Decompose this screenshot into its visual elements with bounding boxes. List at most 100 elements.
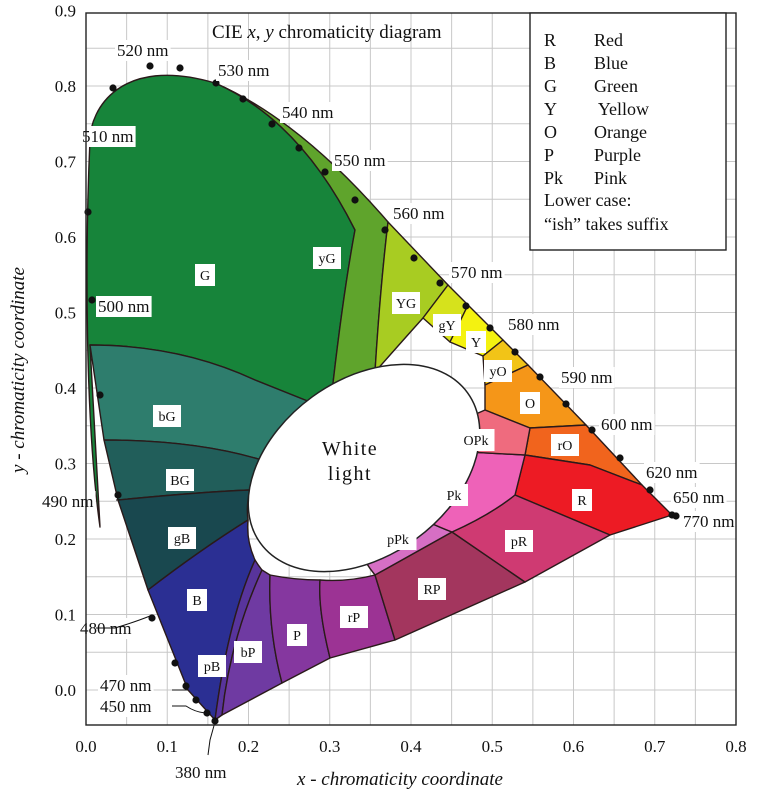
wavelength-label-box	[449, 262, 505, 283]
region-label-box	[484, 360, 512, 382]
region-label-box	[168, 527, 196, 549]
wavelength-label: 500 nm	[98, 297, 149, 316]
leader-lines	[96, 499, 216, 756]
legend-code: Pk	[544, 168, 563, 188]
wavelength-label-box	[96, 296, 152, 317]
legend: R Red B Blue G Green Y Yellow O Orange P Purple Pk P…	[529, 12, 727, 251]
wavelength-label-box	[40, 491, 96, 512]
wavelength-label: 590 nm	[561, 368, 612, 387]
legend-code: Y	[544, 99, 557, 119]
locus-dot	[176, 64, 184, 72]
locus-dot	[321, 168, 329, 176]
wavelength-label-box	[391, 203, 447, 224]
locus-dot	[462, 302, 470, 310]
locus-dot	[171, 659, 179, 667]
wavelength-label: 540 nm	[282, 103, 333, 122]
wavelength-label: 530 nm	[218, 61, 269, 80]
locus-dot	[109, 84, 117, 92]
region-label-box	[195, 264, 215, 286]
x-tick-label: 0.3	[319, 737, 340, 756]
region-label-box	[379, 528, 417, 550]
region-label-gY: gY	[438, 319, 455, 334]
wavelength-label: 470 nm	[100, 676, 151, 695]
region-label-box	[166, 469, 194, 491]
locus-dot	[562, 400, 570, 408]
plot-frame	[85, 12, 737, 726]
region-label-box	[392, 292, 420, 314]
region-label-box	[457, 429, 495, 451]
y-tick-label: 0.6	[55, 228, 76, 247]
x-tick-label: 0.2	[238, 737, 259, 756]
legend-box	[529, 12, 727, 251]
locus-dot	[351, 196, 359, 204]
region-label-YG: YG	[396, 297, 416, 312]
region-label-R: R	[577, 494, 587, 509]
wavelength-label: 380 nm	[175, 763, 226, 782]
locus-dot	[486, 324, 494, 332]
region-label-pPk: pPk	[387, 533, 409, 548]
region-label-box	[505, 530, 533, 552]
wavelength-label: 650 nm	[673, 488, 724, 507]
wavelength-label: 600 nm	[601, 415, 652, 434]
region-label-G: G	[200, 269, 210, 284]
region-label-P: P	[293, 629, 301, 644]
region-label-box	[572, 489, 592, 511]
wavelength-label-box	[671, 487, 727, 508]
x-axis-label: x - chromaticity coordinate	[296, 769, 503, 790]
region-label-gB: gB	[174, 532, 190, 547]
wavelength-label-box	[506, 314, 562, 335]
wavelength-label: 520 nm	[117, 41, 168, 60]
region-label-box	[440, 484, 468, 506]
legend-note-line1: Lower case:	[544, 190, 631, 210]
region-label-box	[340, 606, 368, 628]
locus-dot	[114, 491, 122, 499]
region-label-pB: pB	[204, 660, 220, 675]
legend-note-line2: “ish” takes suffix	[544, 214, 669, 234]
legend-name: Purple	[594, 145, 641, 165]
y-tick-label: 0.0	[55, 681, 76, 700]
x-tick-labels: 0.0 0.1 0.2 0.3 0.4 0.5 0.6 0.7 0.8	[75, 737, 746, 756]
locus-dot	[672, 512, 680, 520]
legend-name: Yellow	[594, 99, 649, 119]
wavelength-label-box	[644, 462, 700, 483]
wavelength-label: 770 nm	[683, 512, 734, 531]
spectral-locus-dots	[84, 62, 680, 725]
y-tick-label: 0.1	[55, 606, 76, 625]
legend-code: R	[544, 30, 556, 50]
wavelength-label: 560 nm	[393, 204, 444, 223]
x-tick-label: 0.7	[644, 737, 666, 756]
region-label-box	[287, 624, 307, 646]
region-label-box	[551, 434, 579, 456]
legend-code: P	[544, 145, 554, 165]
locus-dot	[588, 426, 596, 434]
white-light-label-line2: light	[328, 463, 372, 485]
region-label-bG: bG	[158, 410, 175, 425]
wavelength-label-box	[681, 511, 737, 532]
wavelength-label-box	[332, 150, 388, 171]
wavelength-label: 450 nm	[100, 697, 151, 716]
wavelength-label-box	[216, 60, 272, 81]
region-label-RP: RP	[423, 583, 440, 598]
locus-dot	[146, 62, 154, 70]
x-tick-label: 0.1	[157, 737, 178, 756]
region-label-OPk: OPk	[464, 434, 489, 449]
region-label-yG: yG	[318, 252, 335, 267]
region-label-Pk: Pk	[447, 489, 462, 504]
legend-name: Green	[594, 76, 638, 96]
locus-dot	[211, 717, 219, 725]
locus-dot	[239, 95, 247, 103]
x-tick-label: 0.0	[75, 737, 96, 756]
locus-dot	[192, 696, 200, 704]
region-label-box	[187, 589, 207, 611]
legend-name: Blue	[594, 53, 628, 73]
y-axis-label: y - chromaticity coordinate	[8, 267, 29, 475]
y-tick-label: 0.3	[55, 455, 76, 474]
region-label-box	[313, 247, 341, 269]
y-tick-label: 0.8	[55, 77, 76, 96]
legend-code: G	[544, 76, 557, 96]
region-label-yO: yO	[489, 365, 506, 380]
x-tick-label: 0.4	[400, 737, 422, 756]
region-label-box	[153, 405, 181, 427]
x-tick-label: 0.5	[482, 737, 503, 756]
y-tick-label: 0.7	[55, 153, 77, 172]
